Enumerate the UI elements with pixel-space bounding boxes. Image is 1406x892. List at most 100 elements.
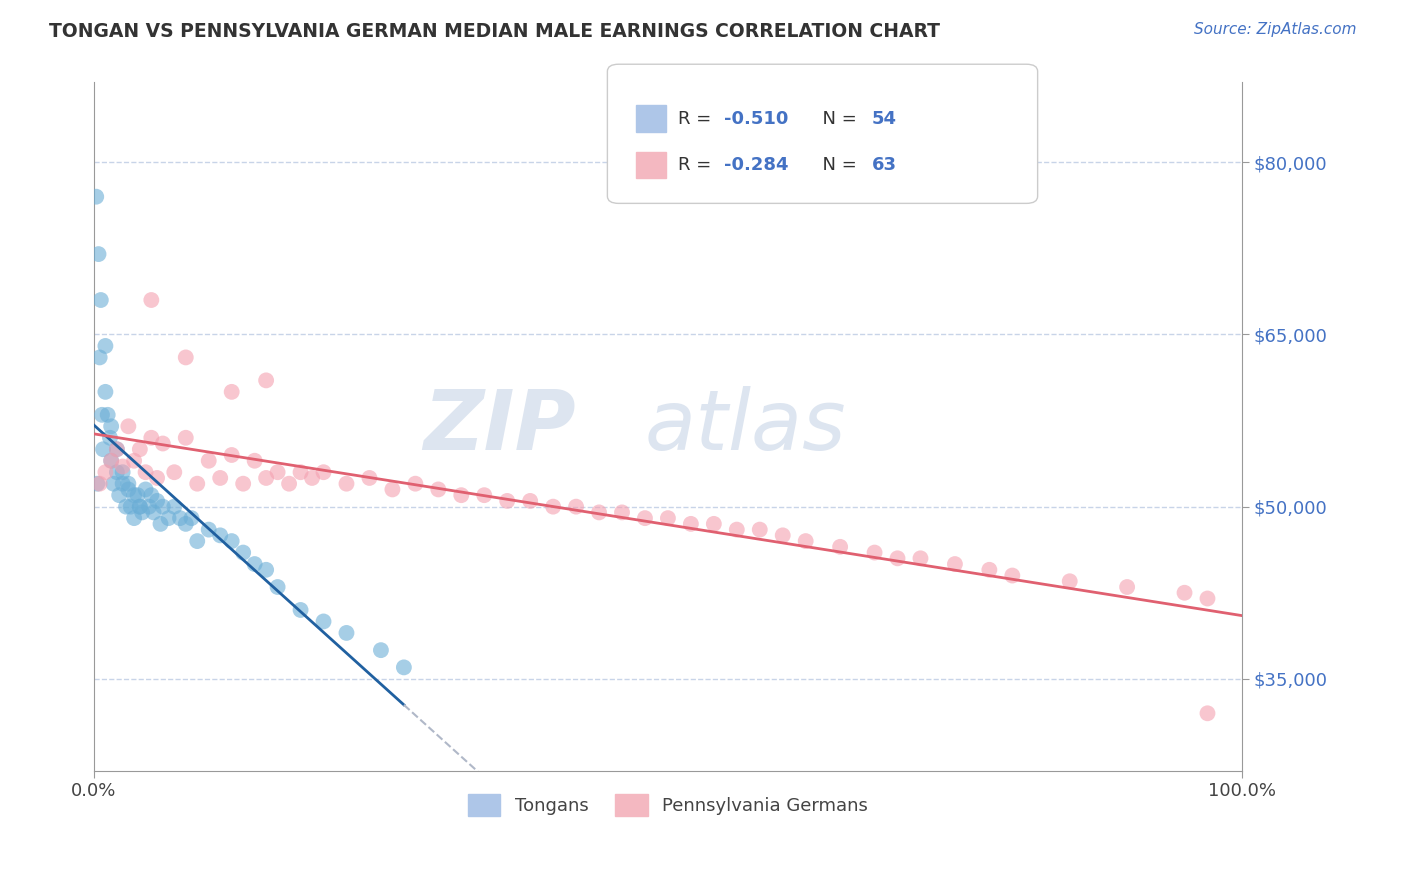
Point [146,471,169,485]
Point [1116,580,1139,594]
Point [122,511,145,525]
Point [290,465,312,479]
Point [157,511,180,525]
Point [772,528,794,542]
Point [100,454,122,468]
Point [128,500,150,514]
Point [105,465,128,479]
Text: TONGAN VS PENNSYLVANIA GERMAN MEDIAN MALE EARNINGS CORRELATION CHART: TONGAN VS PENNSYLVANIA GERMAN MEDIAN MAL… [49,22,941,41]
Text: ZIP: ZIP [423,386,576,467]
Point [100,454,122,468]
Point [794,534,817,549]
Point [1059,574,1081,589]
Point [87,247,110,261]
Point [94,465,117,479]
Point [142,505,165,519]
Point [472,488,495,502]
Point [163,500,186,514]
Text: -0.510: -0.510 [724,110,789,128]
Point [392,660,415,674]
Point [108,488,131,502]
Point [174,351,197,365]
Point [84,190,107,204]
Point [149,516,172,531]
Point [120,500,142,514]
Point [115,500,138,514]
Point [359,471,381,485]
Point [117,483,139,497]
Point [117,419,139,434]
Point [290,603,312,617]
Text: -0.284: -0.284 [724,156,789,174]
Text: R =: R = [678,110,717,128]
Point [610,505,633,519]
Point [335,476,357,491]
Point [886,551,908,566]
Point [910,551,932,566]
Point [634,511,657,525]
Point [131,505,153,519]
Point [381,483,404,497]
Point [748,523,770,537]
Point [103,476,125,491]
Point [111,465,134,479]
Point [1197,706,1219,721]
Point [180,511,202,525]
Point [98,431,121,445]
Legend: Tongans, Pennsylvania Germans: Tongans, Pennsylvania Germans [460,787,876,823]
Point [703,516,725,531]
Point [830,540,852,554]
Text: atlas: atlas [645,386,846,467]
Point [128,442,150,457]
Point [266,465,288,479]
Point [105,442,128,457]
Point [221,448,243,462]
Point [94,339,117,353]
Point [588,505,610,519]
Point [725,523,748,537]
Point [122,454,145,468]
Point [254,563,277,577]
Point [404,476,426,491]
Point [86,476,108,491]
Point [209,471,232,485]
Point [221,384,243,399]
Point [979,563,1001,577]
Point [105,442,128,457]
Point [111,476,134,491]
Point [100,419,122,434]
Point [254,373,277,387]
Point [174,516,197,531]
Point [97,408,120,422]
Point [863,545,886,559]
Point [565,500,588,514]
Point [496,494,519,508]
Point [278,476,301,491]
Point [232,545,254,559]
Point [146,494,169,508]
Point [541,500,564,514]
Point [427,483,450,497]
Point [243,557,266,571]
Point [91,442,114,457]
Text: R =: R = [678,156,717,174]
Point [254,471,277,485]
Point [174,431,197,445]
Point [450,488,472,502]
Point [135,465,157,479]
Point [91,408,114,422]
Point [94,384,117,399]
Point [370,643,392,657]
Point [141,488,163,502]
Point [243,454,266,468]
Point [152,500,174,514]
Point [128,500,150,514]
Point [186,534,208,549]
Point [519,494,541,508]
Point [117,476,139,491]
Point [163,465,186,479]
Point [169,511,191,525]
Point [335,626,357,640]
Text: 63: 63 [872,156,897,174]
Point [312,615,335,629]
